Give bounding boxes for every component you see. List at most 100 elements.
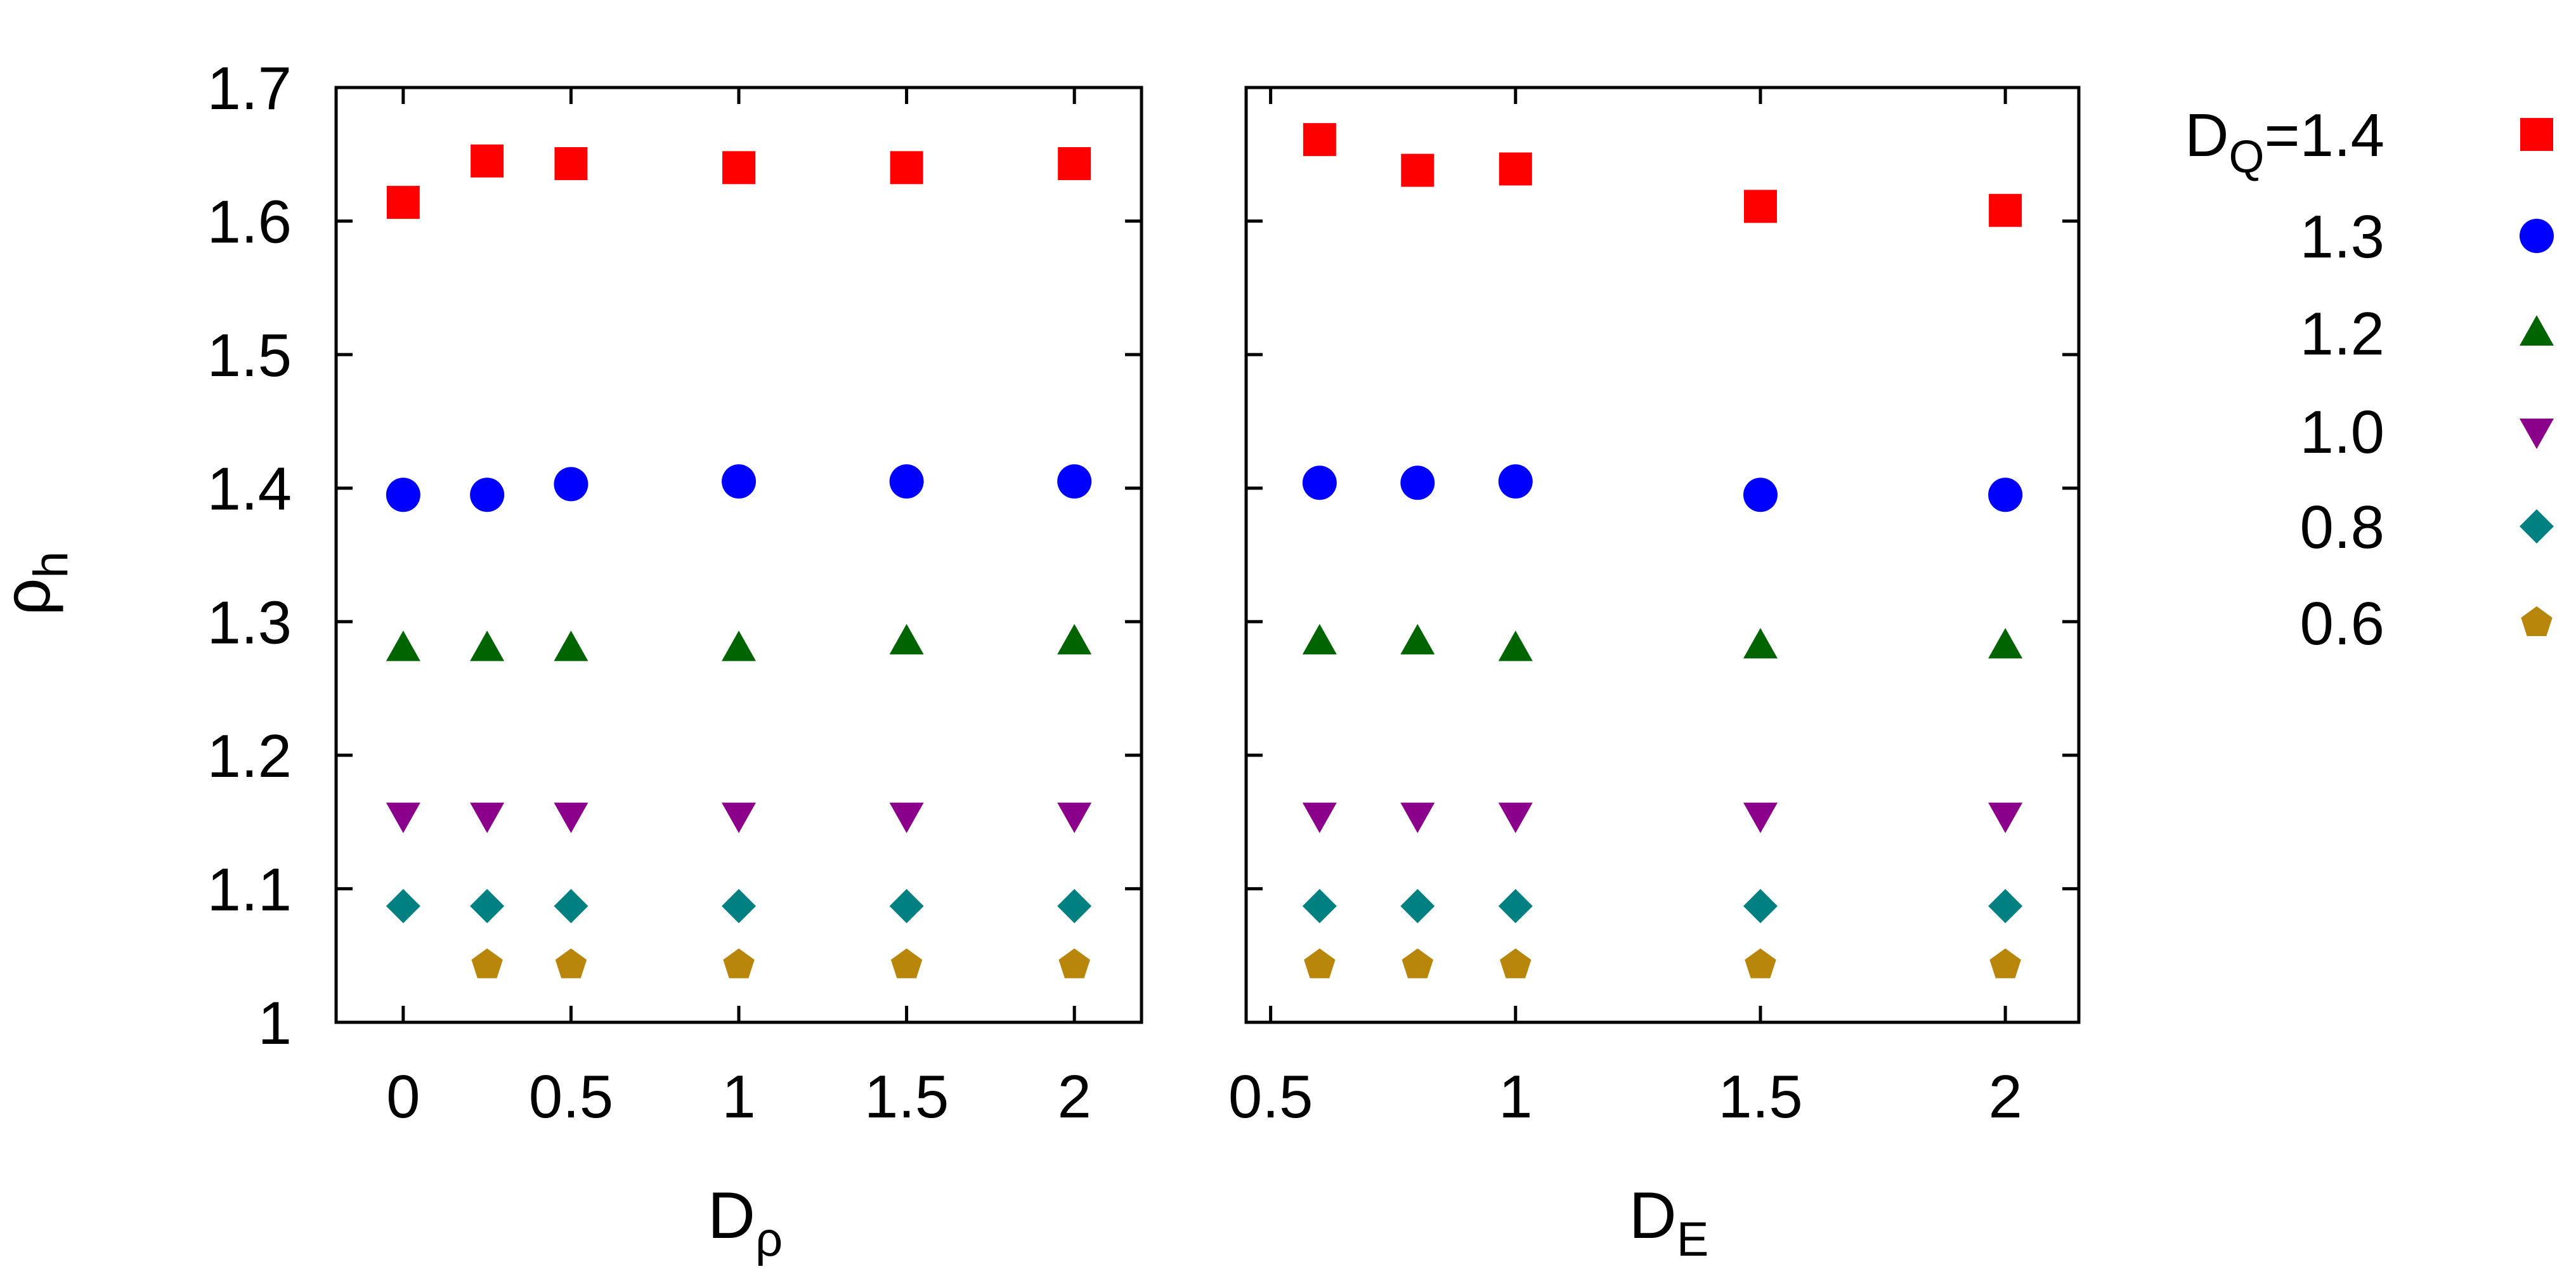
y-tick-label: 1.6 xyxy=(207,188,292,256)
data-point xyxy=(1400,888,1435,923)
legend-marker xyxy=(2521,606,2553,637)
y-axis-title: ρh xyxy=(0,551,78,615)
data-point xyxy=(554,802,589,833)
data-point xyxy=(1743,628,1778,659)
data-point xyxy=(1988,888,2023,923)
data-point xyxy=(1057,888,1092,923)
x-tick-label: 2 xyxy=(1988,1063,2022,1131)
data-point xyxy=(470,802,505,833)
data-point xyxy=(471,144,504,178)
legend-marker xyxy=(2520,419,2554,449)
data-point xyxy=(470,888,505,923)
data-point xyxy=(386,802,420,833)
y-tick-label: 1.1 xyxy=(207,856,292,923)
data-point xyxy=(1058,948,1090,979)
plot-frame xyxy=(334,86,1143,1024)
data-point xyxy=(471,948,503,979)
data-point xyxy=(1302,623,1337,654)
data-point xyxy=(1400,465,1435,500)
data-point xyxy=(1057,464,1092,499)
data-point xyxy=(386,888,420,923)
plot-frame xyxy=(1244,86,2081,1024)
x-tick-label: 2 xyxy=(1057,1063,1091,1131)
x-tick-label: 1.5 xyxy=(864,1063,949,1131)
legend-marker xyxy=(2520,509,2554,543)
data-point xyxy=(1988,802,2023,833)
data-point xyxy=(722,151,755,185)
data-point xyxy=(1058,147,1091,181)
panel-1: 0 0.5 1 1.5 2 xyxy=(334,86,1143,1131)
legend-label: 1.2 xyxy=(2300,300,2384,368)
x-tick-label: 0.5 xyxy=(1228,1063,1313,1131)
y-tick-label: 1 xyxy=(258,989,292,1057)
data-point xyxy=(1498,630,1533,661)
data-point xyxy=(1989,193,2022,227)
legend-title: DQ=1.4 xyxy=(2185,101,2384,183)
data-point xyxy=(1057,802,1092,833)
data-point xyxy=(470,478,505,512)
x-tick-label: 1.5 xyxy=(1718,1063,1802,1131)
data-point xyxy=(555,948,587,979)
legend-marker xyxy=(2520,315,2554,346)
x-axis-title: DE xyxy=(1629,1179,1709,1266)
panel-2: 0.5 1 1.5 2 xyxy=(1228,86,2081,1131)
data-point xyxy=(1743,888,1778,923)
data-point xyxy=(1743,802,1778,833)
data-point xyxy=(1500,948,1532,979)
y-tick-label: 1.7 xyxy=(207,55,292,122)
legend-marker xyxy=(2520,219,2554,253)
y-tick-label: 1.4 xyxy=(207,455,292,523)
data-point xyxy=(722,802,756,833)
data-point xyxy=(554,630,589,661)
y-tick-label: 1.2 xyxy=(207,722,292,790)
data-point xyxy=(1304,948,1336,979)
data-point xyxy=(554,467,589,502)
data-point xyxy=(386,186,420,219)
legend-label: 1.0 xyxy=(2300,398,2384,466)
data-point xyxy=(1303,123,1336,157)
data-point xyxy=(1745,948,1776,979)
data-point xyxy=(890,948,923,979)
legend-marker xyxy=(2520,118,2553,151)
data-point xyxy=(1400,623,1435,654)
data-point xyxy=(1302,888,1337,923)
y-tick-label: 1.5 xyxy=(207,322,292,389)
legend-label: 1.3 xyxy=(2300,203,2384,271)
data-point xyxy=(554,888,589,923)
data-point xyxy=(1743,190,1777,223)
data-point xyxy=(1302,465,1337,500)
data-point xyxy=(1988,478,2023,512)
data-point xyxy=(889,623,924,654)
data-point xyxy=(1499,152,1532,186)
x-tick-label: 0 xyxy=(386,1063,420,1131)
data-point xyxy=(1498,464,1533,499)
x-axis-title: Dρ xyxy=(708,1179,783,1266)
legend: DQ=1.4 1.3 1.2 1.0 0.8 0.6 xyxy=(2185,101,2554,658)
data-point xyxy=(889,464,924,499)
data-point xyxy=(1302,802,1337,833)
data-point xyxy=(386,630,420,661)
data-point xyxy=(1989,948,2021,979)
data-point xyxy=(386,478,420,512)
data-point xyxy=(1401,153,1434,187)
data-point xyxy=(889,888,924,923)
data-point xyxy=(1400,802,1435,833)
x-tick-label: 1 xyxy=(1499,1063,1532,1131)
data-point xyxy=(723,948,755,979)
data-point xyxy=(1988,628,2023,659)
data-point xyxy=(1402,948,1434,979)
x-tick-label: 1 xyxy=(722,1063,755,1131)
data-point xyxy=(1743,478,1778,512)
data-point xyxy=(1498,888,1533,923)
data-point xyxy=(890,151,923,185)
data-point xyxy=(722,888,756,923)
y-tick-label: 1.3 xyxy=(207,589,292,656)
data-point xyxy=(1498,802,1533,833)
data-point xyxy=(554,147,588,181)
data-point xyxy=(470,630,505,661)
data-point xyxy=(722,464,756,499)
data-point xyxy=(1057,623,1092,654)
legend-label: 0.8 xyxy=(2300,493,2384,561)
x-tick-label: 0.5 xyxy=(529,1063,613,1131)
